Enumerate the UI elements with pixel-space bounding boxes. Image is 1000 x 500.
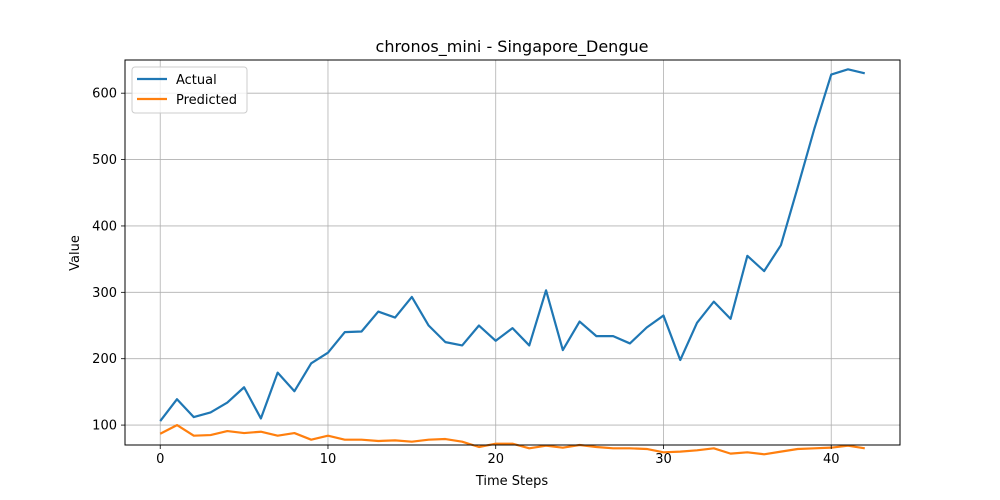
grid-lines — [125, 60, 900, 445]
x-axis-label: Time Steps — [475, 474, 549, 489]
x-tick-label: 20 — [487, 452, 504, 467]
x-axis: 0 10 20 30 40 — [156, 445, 839, 467]
plot-frame — [124, 59, 901, 446]
legend-label-predicted: Predicted — [176, 93, 237, 108]
y-tick-label: 200 — [92, 352, 117, 367]
y-axis-label: Value — [68, 235, 83, 271]
y-tick-label: 100 — [92, 419, 117, 434]
y-tick-label: 300 — [92, 286, 117, 301]
x-tick-label: 0 — [156, 452, 164, 467]
y-axis: 100 200 300 400 500 600 — [92, 87, 125, 434]
x-tick-label: 30 — [655, 452, 672, 467]
legend-label-actual: Actual — [176, 73, 217, 88]
y-tick-label: 600 — [92, 87, 117, 102]
y-tick-label: 500 — [92, 153, 117, 168]
x-tick-label: 10 — [320, 452, 337, 467]
x-tick-label: 40 — [823, 452, 840, 467]
series-line-predicted — [159, 423, 865, 456]
series-line-actual — [159, 68, 866, 422]
y-tick-label: 400 — [92, 219, 117, 234]
chart-title: chronos_mini - Singapore_Dengue — [376, 37, 649, 57]
series-layer — [159, 68, 866, 456]
legend: Actual Predicted — [131, 66, 248, 114]
